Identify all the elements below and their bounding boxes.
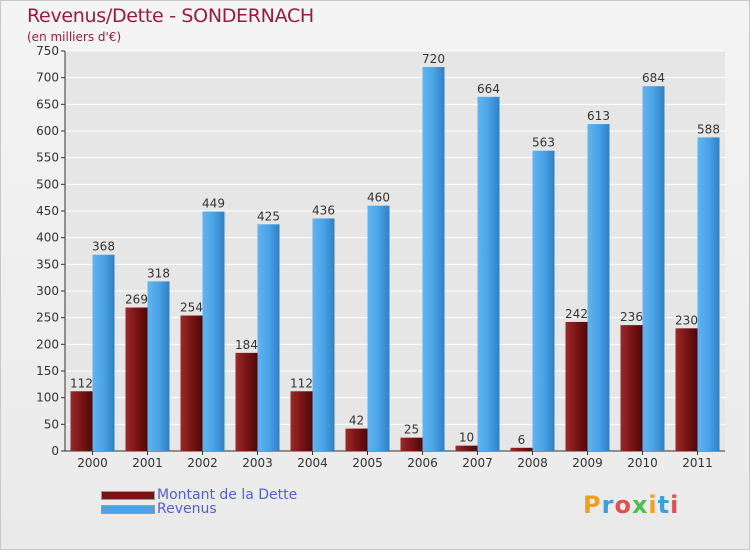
legend-swatch-revenue xyxy=(101,505,155,514)
data-label: 230 xyxy=(675,313,698,327)
debt-bar xyxy=(125,307,148,451)
plot-area xyxy=(65,51,725,451)
x-tick-label: 2009 xyxy=(572,456,603,470)
x-tick-label: 2006 xyxy=(407,456,438,470)
data-label: 460 xyxy=(367,191,390,205)
revenue-bar xyxy=(477,96,500,451)
y-tick-label: 150 xyxy=(36,364,59,378)
data-label: 425 xyxy=(257,209,280,223)
debt-bar xyxy=(455,445,478,451)
y-tick-label: 750 xyxy=(36,44,59,58)
chart-title: Revenus/Dette - SONDERNACH xyxy=(27,5,314,27)
x-tick-label: 2008 xyxy=(517,456,548,470)
data-label: 269 xyxy=(125,293,148,307)
y-tick-label: 450 xyxy=(36,204,59,218)
revenue-bar xyxy=(697,137,720,451)
y-tick-label: 600 xyxy=(36,124,59,138)
data-label: 318 xyxy=(147,266,170,280)
y-tick-label: 500 xyxy=(36,177,59,191)
revenue-bar xyxy=(92,254,115,451)
legend-label-debt: Montant de la Dette xyxy=(157,487,298,503)
data-label: 42 xyxy=(349,414,364,428)
x-tick-label: 2000 xyxy=(77,456,108,470)
y-tick-label: 350 xyxy=(36,257,59,271)
data-label: 112 xyxy=(70,376,93,390)
logo-letter: i xyxy=(648,491,658,519)
data-label: 684 xyxy=(642,71,665,85)
x-tick-label: 2007 xyxy=(462,456,493,470)
debt-bar xyxy=(180,315,203,451)
revenue-bar xyxy=(202,211,225,451)
data-label: 236 xyxy=(620,310,643,324)
logo-letter: t xyxy=(657,491,671,519)
data-label: 720 xyxy=(422,52,445,66)
data-label: 25 xyxy=(404,423,419,437)
data-label: 436 xyxy=(312,203,335,217)
debt-bar xyxy=(70,391,93,451)
y-tick-label: 300 xyxy=(36,284,59,298)
legend-item-debt: Montant de la Dette xyxy=(101,487,361,503)
legend-item-revenue: Revenus xyxy=(101,501,361,517)
proxiti-logo: Proxiti xyxy=(583,491,679,519)
data-label: 6 xyxy=(518,433,526,447)
y-tick-label: 0 xyxy=(51,444,59,458)
data-label: 449 xyxy=(202,197,225,211)
x-tick-label: 2002 xyxy=(187,456,218,470)
debt-bar xyxy=(345,428,368,451)
revenue-bar xyxy=(312,218,335,451)
x-tick-label: 2010 xyxy=(627,456,658,470)
debt-bar xyxy=(565,321,588,451)
legend-label-revenue: Revenus xyxy=(157,501,217,517)
data-label: 588 xyxy=(697,122,720,136)
revenue-bar xyxy=(642,86,665,451)
y-tick-label: 550 xyxy=(36,151,59,165)
revenue-bar xyxy=(422,67,445,451)
x-tick-label: 2004 xyxy=(297,456,328,470)
y-tick-label: 250 xyxy=(36,311,59,325)
data-label: 563 xyxy=(532,136,555,150)
y-tick-label: 700 xyxy=(36,71,59,85)
data-label: 254 xyxy=(180,301,203,315)
debt-bar xyxy=(400,437,423,451)
data-label: 112 xyxy=(290,376,313,390)
x-tick-label: 2005 xyxy=(352,456,383,470)
x-tick-label: 2001 xyxy=(132,456,163,470)
debt-bar xyxy=(620,325,643,451)
debt-bar xyxy=(235,352,258,451)
revenue-bar xyxy=(532,150,555,451)
logo-letter: P xyxy=(583,491,602,519)
y-tick-label: 650 xyxy=(36,97,59,111)
chart-subtitle: (en milliers d'€) xyxy=(27,30,122,44)
debt-bar xyxy=(510,447,533,451)
y-tick-label: 400 xyxy=(36,231,59,245)
revenue-bar xyxy=(367,205,390,451)
y-tick-label: 200 xyxy=(36,337,59,351)
debt-bar xyxy=(290,391,313,451)
revenue-bar xyxy=(147,281,170,451)
y-tick-label: 100 xyxy=(36,391,59,405)
y-tick-label: 50 xyxy=(44,417,59,431)
debt-bar xyxy=(675,328,698,451)
legend-swatch-debt xyxy=(101,491,155,500)
data-label: 10 xyxy=(459,431,474,445)
data-label: 368 xyxy=(92,240,115,254)
data-label: 664 xyxy=(477,82,500,96)
logo-letter: i xyxy=(670,491,680,519)
logo-letter: o xyxy=(614,491,632,519)
data-label: 242 xyxy=(565,307,588,321)
x-tick-label: 2011 xyxy=(682,456,713,470)
revenue-bar xyxy=(587,124,610,452)
revenue-bar xyxy=(257,224,280,451)
logo-letter: r xyxy=(601,491,615,519)
x-tick-label: 2003 xyxy=(242,456,273,470)
logo-letter: x xyxy=(631,491,649,519)
data-label: 613 xyxy=(587,109,610,123)
data-label: 184 xyxy=(235,338,258,352)
